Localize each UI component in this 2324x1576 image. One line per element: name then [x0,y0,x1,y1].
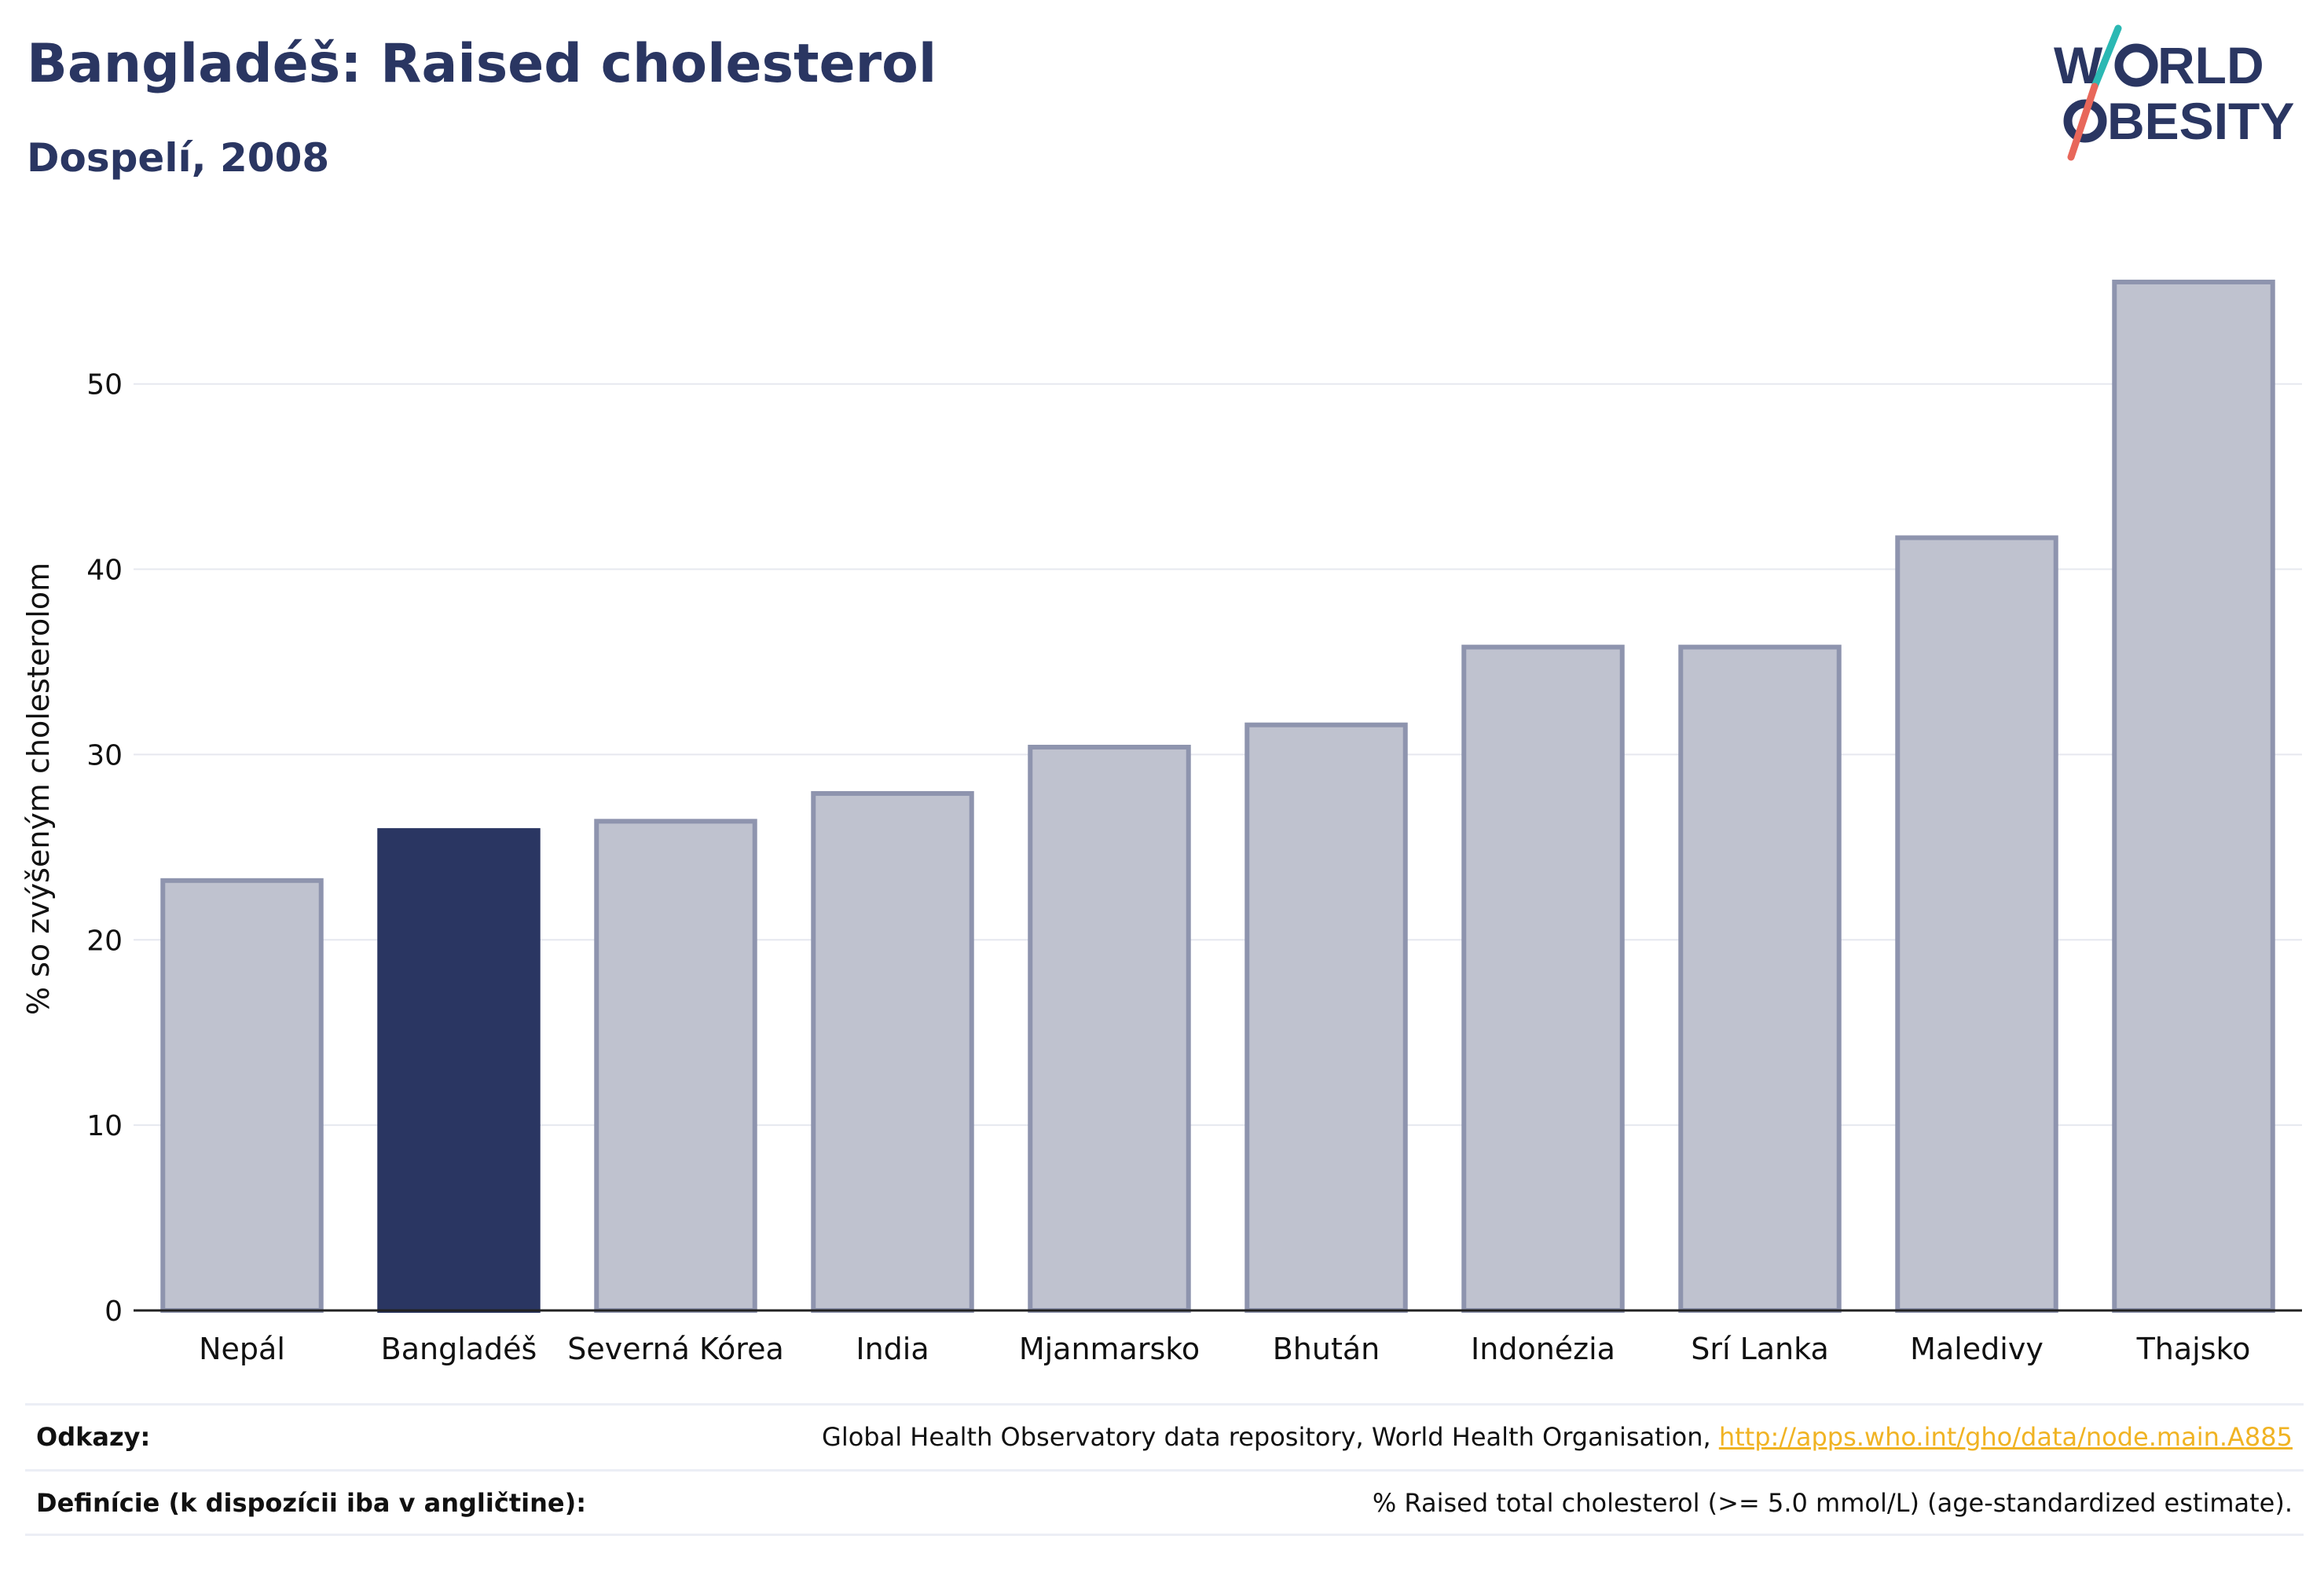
y-tick-label: 10 [86,1110,123,1142]
bar-5[interactable] [1028,744,1191,1313]
bar-8[interactable] [1678,644,1842,1313]
definitions-label: Definície (k dispozícii iba v angličtine… [36,1487,586,1518]
y-tick-label: 20 [86,925,123,957]
x-tick-label: Thajsko [2136,1332,2251,1366]
y-axis-label: % so zvýšeným cholesterolom [21,563,56,1015]
x-tick-label: Severná Kórea [567,1332,784,1366]
y-tick-label: 0 [104,1296,123,1328]
bar-2[interactable] [377,828,541,1313]
x-tick-label: India [856,1332,929,1366]
bar-4[interactable] [811,790,974,1313]
sources-text: Global Health Observatory data repositor… [822,1421,1719,1452]
x-tick-label: Nepál [199,1332,285,1366]
x-axis-labels: Nepál Bangladéš Severná Kórea India Mjanmars… [199,1332,2250,1366]
bars [160,279,2275,1314]
x-tick-label: Indonézia [1471,1332,1615,1366]
svg-text:BESITY: BESITY [2107,92,2294,150]
y-tick-label: 40 [86,555,123,587]
bar-6[interactable] [1244,722,1408,1313]
sources-row: Odkazy: Global Health Observatory data r… [25,1403,2304,1468]
y-axis-ticks: 0 10 20 30 40 50 [86,369,123,1328]
x-tick-label: Bhután [1273,1332,1380,1366]
chart-title: Bangladéš: Raised cholesterol [27,33,937,95]
sources-value: Global Health Observatory data repositor… [822,1422,2304,1452]
x-tick-label: Maledivy [1910,1332,2044,1366]
definitions-text: % Raised total cholesterol (>= 5.0 mmol/… [1372,1487,2293,1518]
y-tick-label: 30 [86,739,123,772]
definitions-row: Definície (k dispozícii iba v angličtine… [25,1469,2304,1534]
x-tick-label: Bangladéš [381,1332,537,1366]
y-tick-label: 50 [86,369,123,401]
sources-label: Odkazy: [36,1421,151,1452]
x-tick-label: Srí Lanka [1691,1332,1829,1366]
world-obesity-logo: W RLD BESITY [2054,24,2294,161]
bar-7[interactable] [1461,644,1625,1313]
footer-divider [25,1534,2304,1536]
x-tick-label: Mjanmarsko [1019,1332,1200,1366]
svg-text:RLD: RLD [2157,36,2264,94]
bar-3[interactable] [594,819,757,1313]
bar-chart: 0 10 20 30 40 50 Nepál Bangladéš Severná Kórea I… [21,279,2302,1366]
sources-link[interactable]: http://apps.who.int/gho/data/node.main.A… [1718,1421,2293,1452]
bar-9[interactable] [1895,535,2058,1313]
bar-1[interactable] [160,878,324,1314]
bar-10[interactable] [2112,279,2275,1313]
chart-subtitle: Dospelí, 2008 [27,135,330,181]
